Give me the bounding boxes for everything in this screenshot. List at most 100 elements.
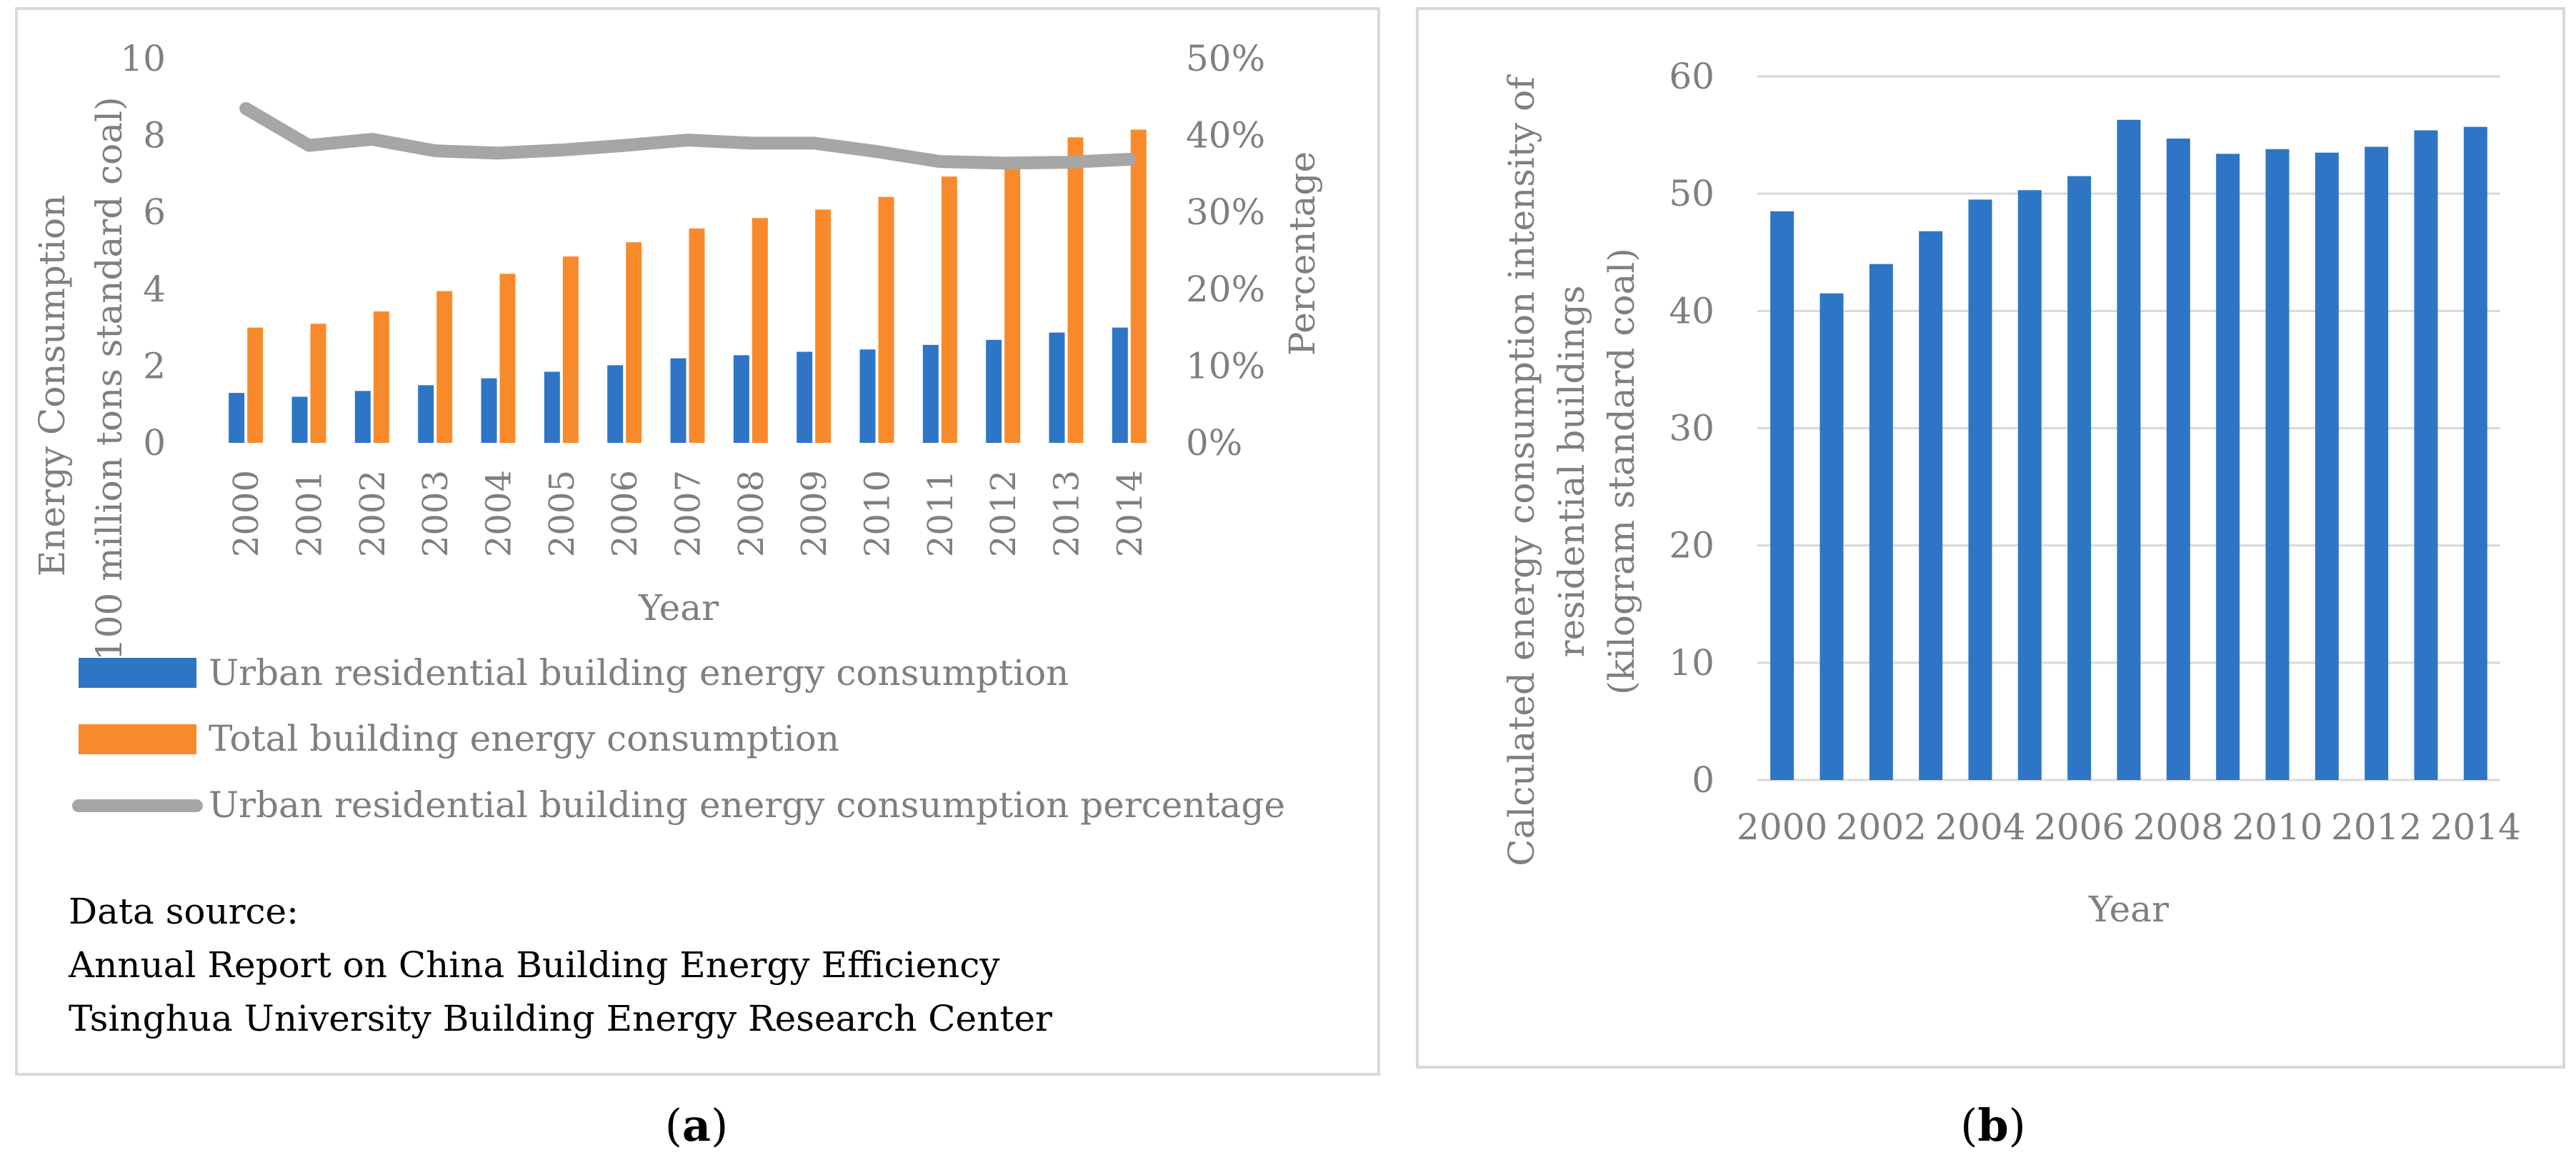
y2tick-40%: 40% (1186, 115, 1265, 156)
bar-intensity-2002 (1869, 264, 1893, 781)
xtick-2010: 2010 (858, 470, 898, 557)
bar-total-2001 (310, 324, 326, 443)
panel-a-line (239, 101, 1136, 170)
note-line-3: Tsinghua University Building Energy Rese… (69, 998, 1052, 1039)
bar-intensity-2008 (2166, 139, 2190, 781)
xtick-2001: 2001 (290, 470, 330, 557)
ytick-10: 10 (1669, 642, 1714, 684)
y2tick-20%: 20% (1186, 269, 1265, 310)
bar-intensity-2012 (2365, 146, 2389, 780)
panel-a-left-axis: 0 2 4 6 8 10 (120, 38, 166, 464)
legend-label-urban: Urban residential building energy consum… (209, 652, 1069, 694)
bar-intensity-2001 (1819, 293, 1844, 780)
legend-label-total: Total building energy consumption (209, 718, 839, 759)
panel-a-bars (229, 129, 1147, 444)
y2tick-10%: 10% (1186, 345, 1265, 386)
bar-intensity-2005 (2017, 190, 2042, 780)
panel-a-right-axis: 0% 10% 20% 30% 40% 50% (1186, 38, 1265, 464)
bar-total-2005 (562, 256, 579, 443)
xtick-2011: 2011 (921, 470, 961, 557)
xtick-2000: 2000 (226, 470, 266, 557)
legend-swatch-total (79, 724, 196, 754)
panel-b-x-axis: 2000 2002 2004 2006 2008 2010 2012 2014 (1737, 806, 2521, 848)
bar-urban-2002 (354, 391, 371, 443)
bar-total-2014 (1130, 129, 1147, 443)
xtick-2009: 2009 (794, 470, 834, 557)
caption-a: (a) (665, 1099, 729, 1151)
bar-total-2012 (1004, 162, 1021, 443)
xtick-2004: 2004 (1935, 806, 2025, 848)
bar-urban-2011 (922, 344, 939, 443)
xtick-2006: 2006 (605, 470, 645, 557)
y2tick-50%: 50% (1186, 38, 1265, 79)
ytick-30: 30 (1669, 408, 1714, 449)
y2tick-30%: 30% (1186, 191, 1265, 233)
panel-a-x-axis: 2000 2001 2002 2003 2004 2005 2006 2007 2008 2009… (226, 470, 1150, 557)
panel-a-ylabel-line1: Energy Consumption (31, 195, 73, 577)
line-percentage (239, 101, 1136, 170)
bar-total-2008 (752, 218, 768, 443)
bar-urban-2005 (544, 371, 560, 443)
bar-total-2009 (815, 209, 832, 443)
ytick-60: 60 (1669, 56, 1714, 97)
ytick-10: 10 (120, 38, 166, 79)
bar-intensity-2004 (1968, 199, 1992, 780)
bar-intensity-2006 (2067, 176, 2092, 780)
bar-total-2010 (878, 196, 894, 443)
bar-urban-2010 (859, 349, 876, 443)
bar-total-2003 (436, 291, 453, 443)
ytick-0: 0 (143, 422, 166, 464)
xtick-2000: 2000 (1737, 806, 1827, 848)
bar-urban-2013 (1049, 332, 1065, 443)
panel-a-xlabel: Year (638, 587, 719, 629)
bar-total-2011 (941, 176, 957, 443)
panel-b-ylabel-line2: residential buildings (1551, 286, 1592, 658)
xtick-2005: 2005 (542, 470, 582, 557)
panel-a-y2label: Percentage (1282, 151, 1323, 356)
bar-intensity-2009 (2216, 154, 2240, 781)
bar-intensity-2003 (1919, 231, 1943, 780)
xtick-2012: 2012 (984, 470, 1024, 557)
y2tick-0%: 0% (1186, 422, 1242, 464)
ytick-20: 20 (1669, 525, 1714, 566)
note-line-2: Annual Report on China Building Energy E… (68, 944, 1000, 986)
legend-label-percentage: Urban residential building energy consum… (209, 784, 1285, 826)
bar-urban-2003 (418, 385, 434, 443)
panel-a-legend: Urban residential building energy consum… (72, 652, 1285, 826)
panel-b-ylabel-line1: Calculated energy consumption intensity … (1501, 74, 1542, 866)
xtick-2010: 2010 (2232, 806, 2322, 848)
bar-total-2002 (373, 311, 389, 443)
data-source-note: Data source: Annual Report on China Buil… (68, 891, 1052, 1039)
xtick-2004: 2004 (479, 470, 519, 557)
ytick-0: 0 (1692, 759, 1714, 801)
xtick-2003: 2003 (416, 470, 456, 557)
xtick-2013: 2013 (1047, 470, 1087, 557)
bar-urban-2004 (481, 378, 497, 443)
ytick-4: 4 (143, 269, 166, 310)
bar-total-2004 (499, 274, 516, 443)
panel-b-bars (1770, 119, 2487, 781)
xtick-2012: 2012 (2331, 806, 2422, 848)
bar-intensity-2000 (1770, 211, 1794, 781)
panel-b-y-axis: 0 10 20 30 40 50 60 (1669, 56, 1714, 801)
bar-urban-2012 (986, 339, 1002, 443)
note-line-1: Data source: (69, 891, 299, 932)
caption-b: (b) (1960, 1099, 2026, 1151)
xtick-2014: 2014 (1110, 470, 1150, 557)
bar-intensity-2014 (2463, 126, 2487, 780)
bar-urban-2007 (670, 358, 687, 443)
bar-total-2007 (689, 228, 705, 443)
legend-swatch-urban (79, 658, 196, 688)
ytick-40: 40 (1669, 290, 1714, 331)
panel-a-frame (15, 7, 1380, 1076)
bar-urban-2014 (1112, 327, 1128, 443)
bar-urban-2001 (291, 396, 308, 443)
bar-urban-2008 (733, 355, 749, 443)
panel-b-ylabel-line3: (kilogram standard coal) (1601, 248, 1642, 695)
panel-b-xlabel: Year (2088, 889, 2169, 930)
panel-a-ylabel-line2: (100 million tons standard coal) (89, 96, 130, 674)
ytick-2: 2 (143, 345, 166, 386)
bar-intensity-2007 (2117, 119, 2141, 780)
xtick-2008: 2008 (732, 470, 772, 557)
bar-intensity-2013 (2414, 130, 2438, 780)
